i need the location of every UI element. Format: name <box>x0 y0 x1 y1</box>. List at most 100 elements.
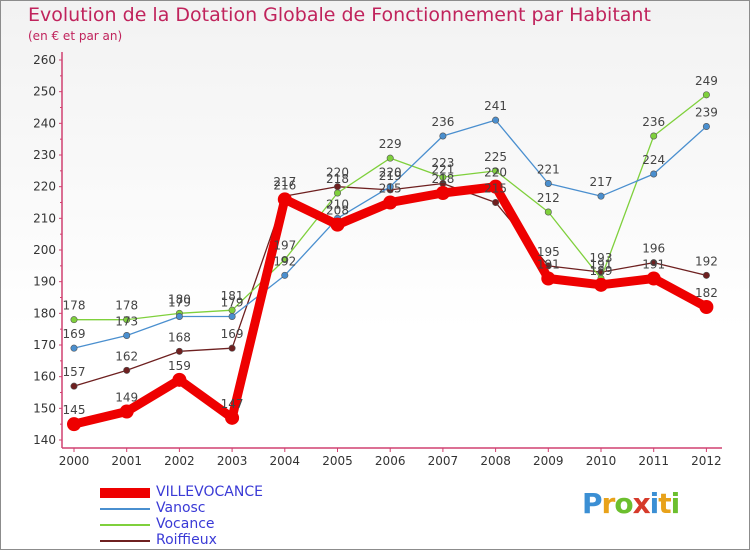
data-label: 208 <box>326 204 349 218</box>
data-point <box>70 382 78 390</box>
data-point <box>175 312 183 320</box>
data-label: 215 <box>484 182 507 196</box>
y-tick-label: 150 <box>33 401 56 415</box>
data-label: 157 <box>63 365 86 379</box>
legend-label: VILLEVOCANCE <box>156 484 263 500</box>
data-point <box>597 192 605 200</box>
x-tick-label: 2002 <box>164 454 195 468</box>
data-point <box>541 271 556 286</box>
x-tick-label: 2012 <box>691 454 722 468</box>
data-label: 147 <box>221 397 244 411</box>
data-label: 189 <box>590 264 613 278</box>
data-point <box>119 404 134 419</box>
data-label: 169 <box>63 327 86 341</box>
data-point <box>228 344 236 352</box>
data-label: 149 <box>115 391 138 405</box>
data-label: 221 <box>537 163 560 177</box>
y-tick-label: 200 <box>33 243 56 257</box>
y-tick-label: 190 <box>33 275 56 289</box>
x-tick-label: 2003 <box>217 454 248 468</box>
data-point <box>488 179 503 194</box>
data-label: 173 <box>115 315 138 329</box>
x-tick-label: 2004 <box>270 454 301 468</box>
data-label: 191 <box>590 258 613 272</box>
data-label: 159 <box>168 359 191 373</box>
x-tick-label: 2001 <box>111 454 142 468</box>
data-label: 180 <box>168 292 191 306</box>
x-tick-label: 2006 <box>375 454 406 468</box>
data-point <box>70 316 78 324</box>
data-point <box>123 316 131 324</box>
data-point <box>439 132 447 140</box>
legend-label: Vocance <box>156 516 215 532</box>
data-label: 229 <box>379 137 402 151</box>
data-label: 178 <box>63 299 86 313</box>
data-label: 191 <box>642 258 665 272</box>
y-tick-label: 260 <box>33 53 56 67</box>
x-tick-label: 2000 <box>59 454 90 468</box>
data-label: 220 <box>326 166 349 180</box>
data-point <box>281 255 289 263</box>
y-tick-label: 180 <box>33 306 56 320</box>
y-tick-label: 230 <box>33 148 56 162</box>
data-label: 236 <box>431 115 454 129</box>
data-point <box>228 312 236 320</box>
y-tick-label: 210 <box>33 211 56 225</box>
data-label: 224 <box>642 153 665 167</box>
data-point <box>702 123 710 131</box>
data-point <box>646 271 661 286</box>
data-label: 181 <box>221 289 244 303</box>
data-point <box>699 300 714 314</box>
data-label: 182 <box>695 286 718 300</box>
data-point <box>330 217 345 232</box>
data-label: 196 <box>642 242 665 256</box>
legend-label: Vanosc <box>156 500 206 516</box>
data-label: 191 <box>537 258 560 272</box>
x-tick-label: 2007 <box>428 454 459 468</box>
data-label: 241 <box>484 99 507 113</box>
data-point <box>439 173 447 181</box>
data-label: 249 <box>695 74 718 88</box>
legend-swatch <box>100 524 150 526</box>
data-label: 162 <box>115 349 138 363</box>
data-point <box>67 417 81 432</box>
chart-axes: 140 150 160 170 180 190 200 210 220 230 240 250 260 2… <box>33 52 722 468</box>
data-label: 217 <box>273 175 296 189</box>
data-label: 239 <box>695 106 718 120</box>
data-point <box>172 372 187 387</box>
y-tick-label: 250 <box>33 85 56 99</box>
legend-swatch <box>100 488 150 498</box>
y-tick-label: 220 <box>33 180 56 194</box>
y-tick-label: 240 <box>33 116 56 130</box>
data-label: 169 <box>221 327 244 341</box>
data-label: 197 <box>273 239 296 253</box>
data-point <box>492 167 500 175</box>
data-point <box>544 180 552 188</box>
y-tick-label: 160 <box>33 370 56 384</box>
data-label: 221 <box>431 163 454 177</box>
data-label: 219 <box>379 169 402 183</box>
data-label: 218 <box>431 172 454 186</box>
data-label: 179 <box>221 296 244 310</box>
x-tick-label: 2008 <box>480 454 511 468</box>
data-label: 145 <box>63 403 86 417</box>
data-point <box>650 170 658 178</box>
y-tick-label: 170 <box>33 338 56 352</box>
data-label: 218 <box>326 172 349 186</box>
data-label: 193 <box>590 251 613 265</box>
data-label: 215 <box>379 182 402 196</box>
data-label: 217 <box>590 175 613 189</box>
data-label: 192 <box>273 254 296 268</box>
data-point <box>702 91 710 99</box>
data-point <box>383 195 398 210</box>
data-point <box>70 344 78 352</box>
data-point <box>333 189 341 197</box>
data-label: 195 <box>537 245 560 259</box>
series-layer <box>67 91 714 432</box>
proxiti-logo: Proxiti <box>582 487 680 520</box>
data-point <box>281 271 289 279</box>
data-label: 220 <box>379 166 402 180</box>
x-tick-label: 2011 <box>638 454 669 468</box>
